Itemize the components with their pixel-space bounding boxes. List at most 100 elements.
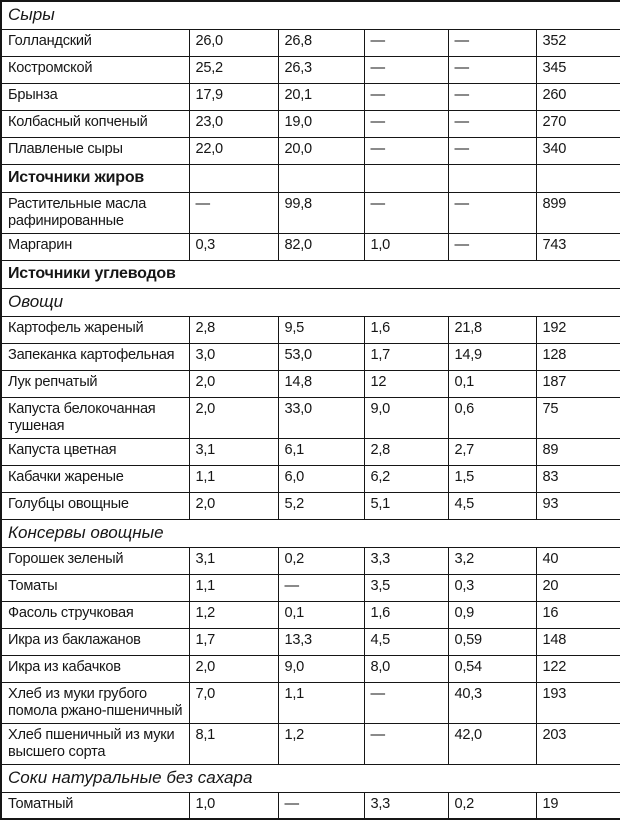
value-cell: 33,0 bbox=[277, 396, 365, 439]
table-row: Икра из баклажанов 1,7 13,3 4,5 0,59 148 bbox=[0, 627, 620, 656]
value-cell: 21,8 bbox=[447, 315, 537, 344]
value-cell: 3,2 bbox=[447, 546, 537, 575]
value-cell: 2,7 bbox=[447, 437, 537, 466]
value-cell: 1,6 bbox=[363, 315, 449, 344]
value-cell: 93 bbox=[535, 491, 620, 520]
value-cell: — bbox=[363, 82, 449, 111]
food-name-cell: Капуста белокочанная тушеная bbox=[0, 396, 190, 439]
value-cell: — bbox=[363, 681, 449, 724]
value-cell: 1,1 bbox=[277, 681, 365, 724]
food-name-cell: Голубцы овощные bbox=[0, 491, 190, 520]
value-cell: 83 bbox=[535, 464, 620, 493]
value-cell: 99,8 bbox=[277, 191, 365, 234]
value-cell: 3,3 bbox=[363, 546, 449, 575]
food-name-cell: Фасоль стручковая bbox=[0, 600, 190, 629]
food-name-cell: Томаты bbox=[0, 573, 190, 602]
value-cell: 3,1 bbox=[188, 437, 279, 466]
section-row: Овощи bbox=[0, 287, 620, 317]
section-row: Источники жиров bbox=[0, 163, 620, 193]
value-cell: 8,1 bbox=[188, 722, 279, 765]
value-cell: 2,8 bbox=[188, 315, 279, 344]
value-cell: 2,0 bbox=[188, 491, 279, 520]
food-name-cell: Колбасный копченый bbox=[0, 109, 190, 138]
value-cell: 260 bbox=[535, 82, 620, 111]
table-row: Запеканка картофельная 3,0 53,0 1,7 14,9 128 bbox=[0, 342, 620, 371]
value-cell: 12 bbox=[363, 369, 449, 398]
food-name-cell: Картофель жареный bbox=[0, 315, 190, 344]
table-row: Кабачки жареные 1,1 6,0 6,2 1,5 83 bbox=[0, 464, 620, 493]
value-cell: 0,6 bbox=[447, 396, 537, 439]
value-cell: — bbox=[363, 722, 449, 765]
value-cell: 3,0 bbox=[188, 342, 279, 371]
value-cell: 26,8 bbox=[277, 28, 365, 57]
value-cell: 6,0 bbox=[277, 464, 365, 493]
value-cell: — bbox=[363, 136, 449, 165]
section-label: Сыры bbox=[0, 0, 620, 30]
value-cell: 0,9 bbox=[447, 600, 537, 629]
value-cell: 2,8 bbox=[363, 437, 449, 466]
value-cell: 40,3 bbox=[447, 681, 537, 724]
value-cell: 345 bbox=[535, 55, 620, 84]
table-row: Лук репчатый 2,0 14,8 12 0,1 187 bbox=[0, 369, 620, 398]
table-row: Растительные масла рафинированные —99,8— —… bbox=[0, 191, 620, 234]
value-cell: 7,0 bbox=[188, 681, 279, 724]
value-cell: 0,54 bbox=[447, 654, 537, 683]
value-cell: 1,2 bbox=[188, 600, 279, 629]
value-cell: 22,0 bbox=[188, 136, 279, 165]
empty-cell bbox=[363, 163, 449, 193]
value-cell: 19,0 bbox=[277, 109, 365, 138]
value-cell: 1,2 bbox=[277, 722, 365, 765]
table-row: Капуста белокочанная тушеная 2,0 33,0 9,0 0,… bbox=[0, 396, 620, 439]
section-row: Сыры bbox=[0, 0, 620, 30]
food-name-cell: Костромской bbox=[0, 55, 190, 84]
value-cell: — bbox=[188, 191, 279, 234]
value-cell: 20,0 bbox=[277, 136, 365, 165]
food-name-cell: Икра из кабачков bbox=[0, 654, 190, 683]
value-cell: 8,0 bbox=[363, 654, 449, 683]
value-cell: 9,0 bbox=[363, 396, 449, 439]
value-cell: — bbox=[447, 82, 537, 111]
value-cell: 1,7 bbox=[188, 627, 279, 656]
table-row: Голландский 26,0 26,8— —352 bbox=[0, 28, 620, 57]
food-name-cell: Кабачки жареные bbox=[0, 464, 190, 493]
value-cell: 148 bbox=[535, 627, 620, 656]
value-cell: 9,5 bbox=[277, 315, 365, 344]
value-cell: 1,5 bbox=[447, 464, 537, 493]
section-label: Источники углеводов bbox=[0, 259, 620, 289]
value-cell: 0,1 bbox=[447, 369, 537, 398]
value-cell: 0,3 bbox=[188, 232, 279, 261]
value-cell: — bbox=[447, 191, 537, 234]
value-cell: 1,0 bbox=[363, 232, 449, 261]
table-row: Брынза 17,9 20,1— —260 bbox=[0, 82, 620, 111]
table-row: Икра из кабачков 2,0 9,0 8,0 0,54 122 bbox=[0, 654, 620, 683]
value-cell: 9,0 bbox=[277, 654, 365, 683]
value-cell: 14,9 bbox=[447, 342, 537, 371]
empty-cell bbox=[535, 163, 620, 193]
food-name-cell: Икра из баклажанов bbox=[0, 627, 190, 656]
table-row: Хлеб из муки грубого помола ржано-пшенич… bbox=[0, 681, 620, 724]
value-cell: — bbox=[363, 191, 449, 234]
food-name-cell: Горошек зеленый bbox=[0, 546, 190, 575]
value-cell: — bbox=[447, 109, 537, 138]
value-cell: 0,1 bbox=[277, 600, 365, 629]
value-cell: 122 bbox=[535, 654, 620, 683]
section-label: Соки натуральные без сахара bbox=[0, 763, 620, 793]
value-cell: 17,9 bbox=[188, 82, 279, 111]
table-row: Голубцы овощные 2,0 5,2 5,1 4,5 93 bbox=[0, 491, 620, 520]
value-cell: 13,3 bbox=[277, 627, 365, 656]
section-label: Источники жиров bbox=[0, 163, 190, 193]
value-cell: 40 bbox=[535, 546, 620, 575]
food-name-cell: Капуста цветная bbox=[0, 437, 190, 466]
value-cell: 82,0 bbox=[277, 232, 365, 261]
value-cell: 352 bbox=[535, 28, 620, 57]
value-cell: 1,1 bbox=[188, 573, 279, 602]
value-cell: 1,7 bbox=[363, 342, 449, 371]
section-row: Консервы овощные bbox=[0, 518, 620, 548]
value-cell: 3,1 bbox=[188, 546, 279, 575]
table-row: Картофель жареный 2,8 9,5 1,6 21,8 192 bbox=[0, 315, 620, 344]
value-cell: — bbox=[447, 232, 537, 261]
table-row: Капуста цветная 3,1 6,1 2,8 2,7 89 bbox=[0, 437, 620, 466]
table-row: Хлеб пшеничный из муки высшего сорта 8,1 1… bbox=[0, 722, 620, 765]
